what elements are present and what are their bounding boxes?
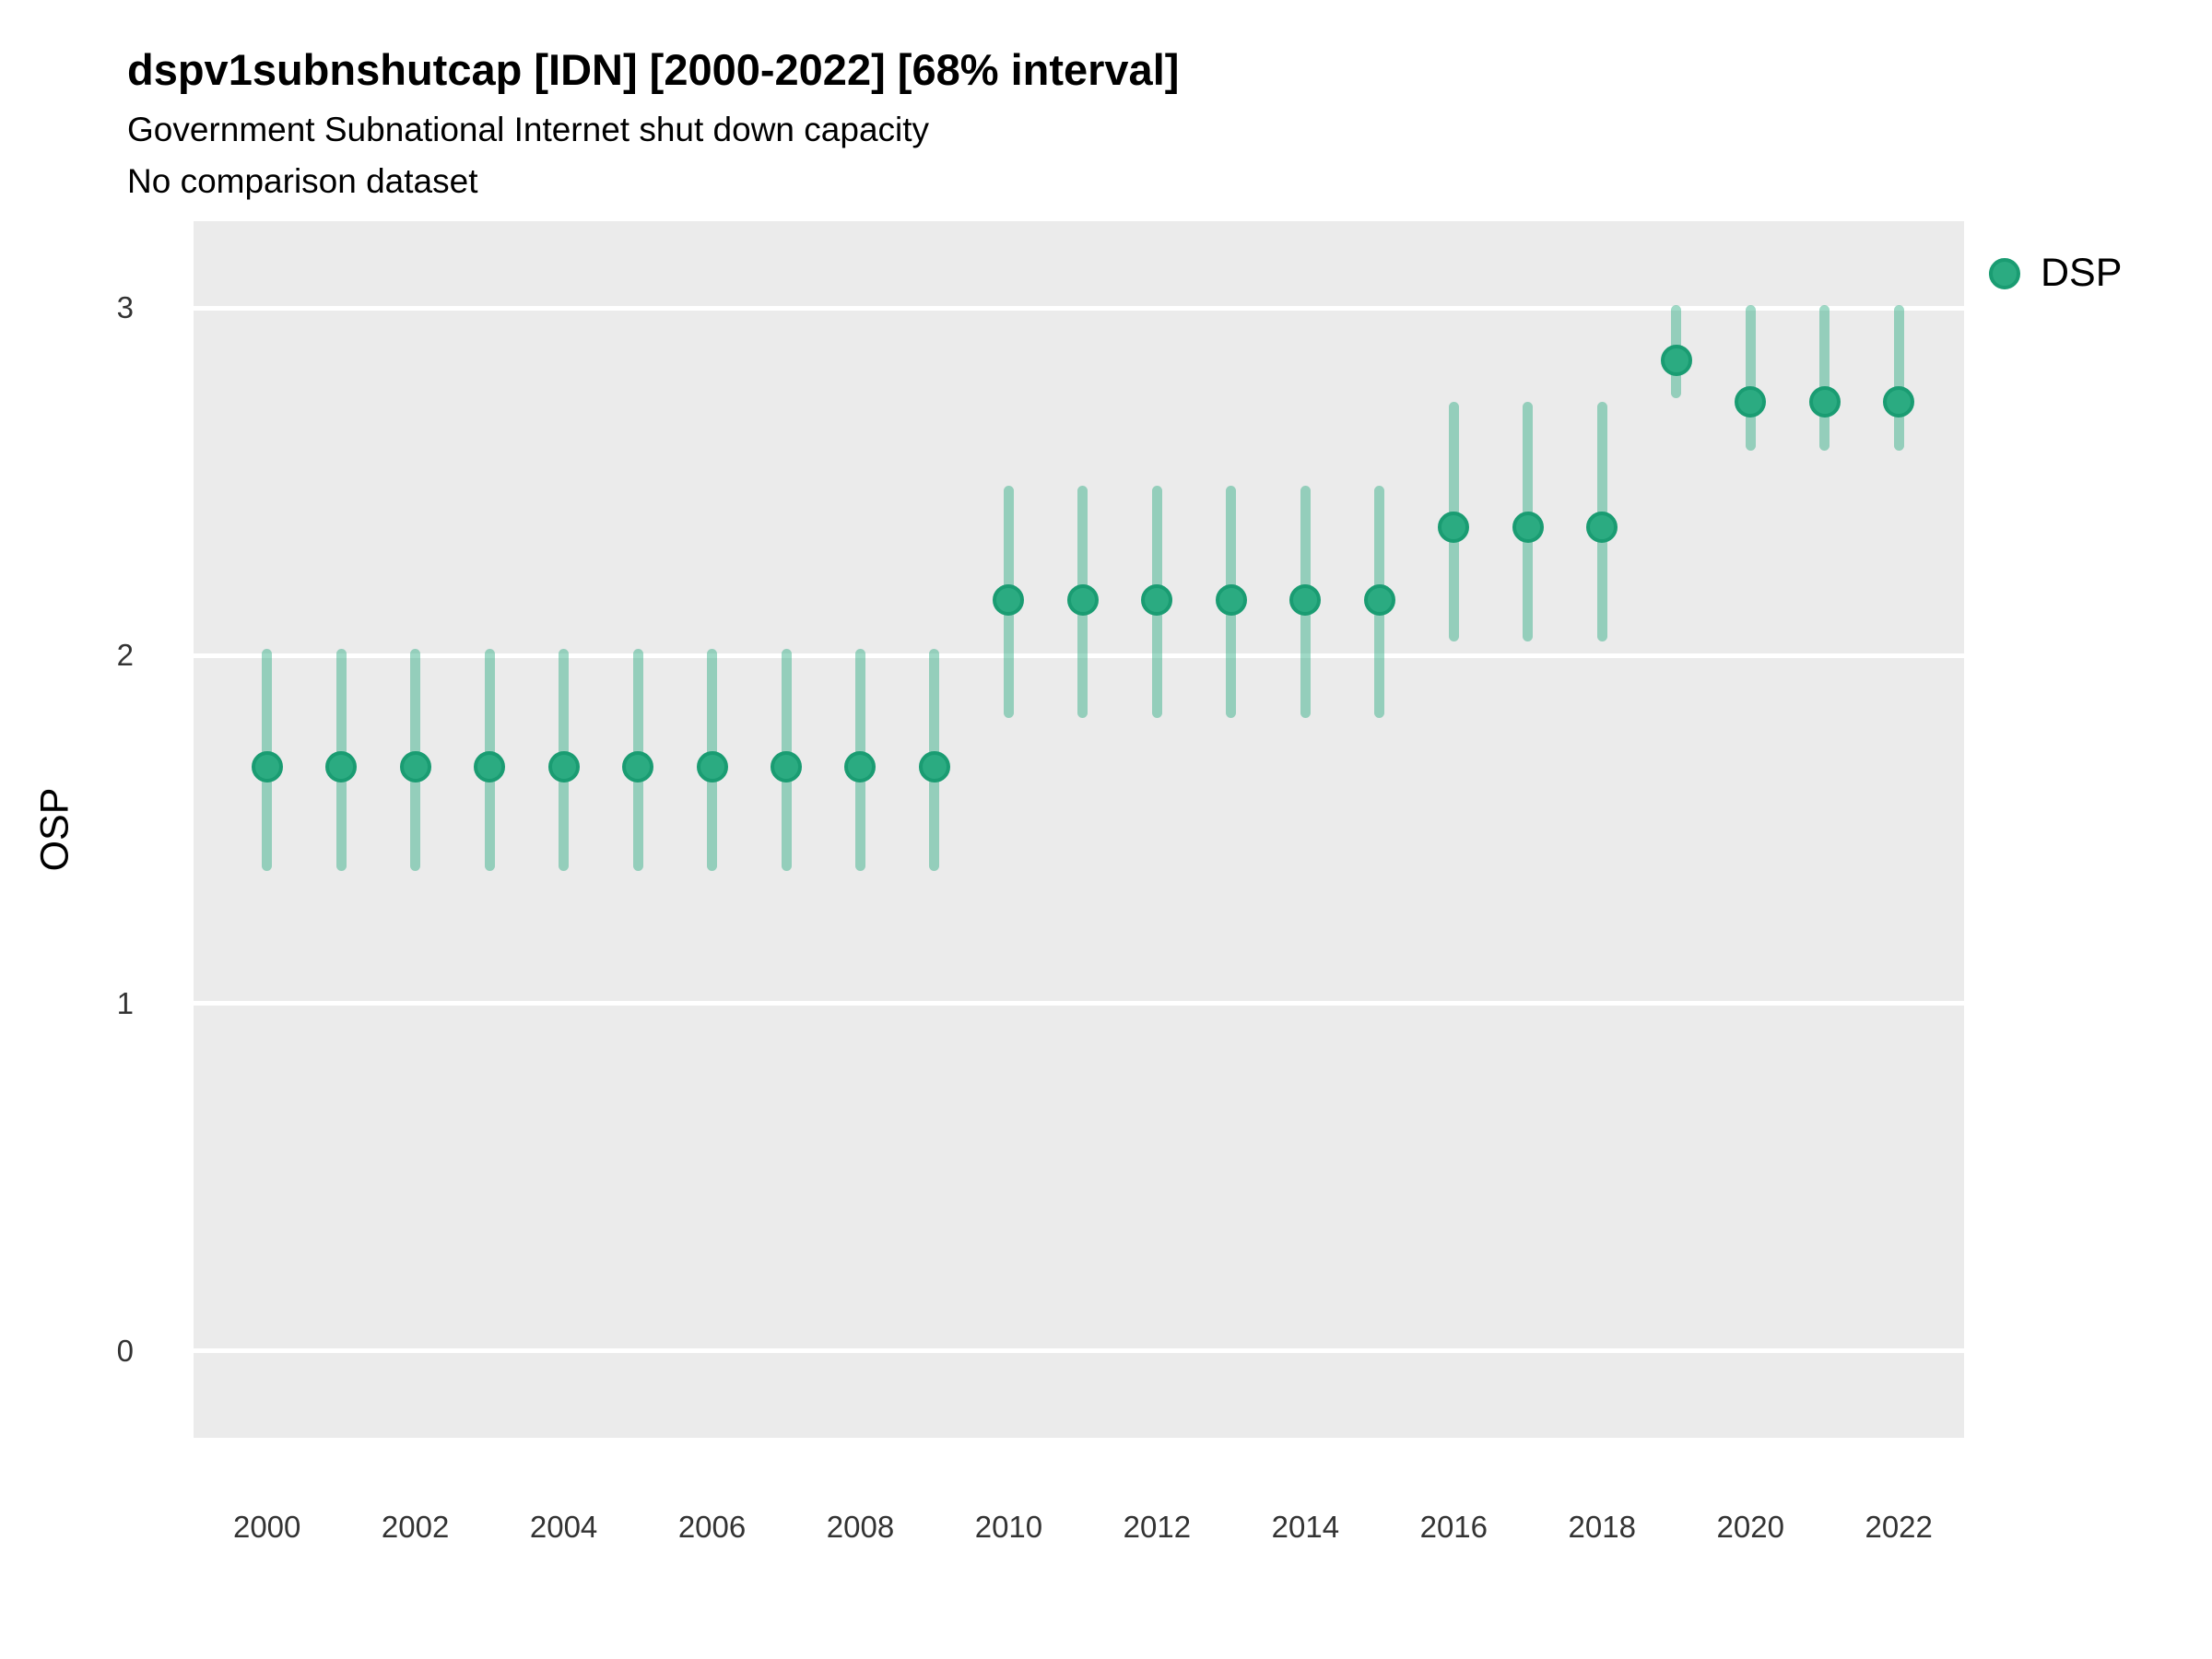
legend-point-swatch [1989, 257, 2020, 289]
x-tick-label-2016: 2016 [1419, 1510, 1488, 1544]
data-point-2018 [1586, 511, 1618, 543]
data-point-2010 [993, 584, 1025, 617]
legend-label: DSP [2041, 251, 2123, 295]
data-point-2012 [1141, 584, 1173, 617]
x-tick-label-2020: 2020 [1716, 1510, 1784, 1544]
y-axis-tick-labels: 0 1 2 3 [0, 221, 134, 1438]
chart-note: No comparison dataset [127, 162, 478, 200]
data-point-2007 [771, 751, 803, 783]
gridline-y-2 [194, 653, 1964, 658]
gridline-y-0 [194, 1348, 1964, 1354]
data-point-2017 [1512, 511, 1544, 543]
chart-subtitle: Government Subnational Internet shut dow… [127, 111, 930, 148]
gridline-y-3 [194, 305, 1964, 311]
data-point-2009 [918, 751, 950, 783]
x-tick-label-2000: 2000 [232, 1510, 301, 1544]
title-block: dspv1subnshutcap [IDN] [2000-2022] [68% … [127, 44, 1179, 201]
plot-panel [194, 221, 1964, 1438]
data-point-2004 [547, 751, 580, 783]
x-tick-label-2014: 2014 [1271, 1510, 1340, 1544]
data-point-2011 [1066, 584, 1099, 617]
chart-title: dspv1subnshutcap [IDN] [2000-2022] [68% … [127, 45, 1180, 94]
data-point-2005 [622, 751, 654, 783]
gridline-y-1 [194, 1001, 1964, 1006]
data-point-2019 [1660, 344, 1692, 376]
x-axis-tick-labels: 2000 2002 2004 2006 2008 2010 2012 2014 2016 2018… [194, 1510, 1964, 1556]
data-point-2021 [1808, 386, 1841, 418]
data-point-2013 [1215, 584, 1247, 617]
data-point-2020 [1735, 386, 1767, 418]
interval-bar-2021 [1819, 304, 1830, 451]
interval-bar-2020 [1745, 304, 1756, 451]
data-point-2006 [696, 751, 728, 783]
data-point-2016 [1438, 511, 1470, 543]
legend: DSP [1989, 251, 2122, 296]
x-tick-label-2012: 2012 [1123, 1510, 1192, 1544]
x-tick-label-2002: 2002 [381, 1510, 450, 1544]
y-tick-label-3: 3 [116, 290, 134, 325]
y-tick-label-0: 0 [116, 1333, 134, 1368]
y-tick-label-1: 1 [116, 985, 134, 1020]
x-tick-label-2008: 2008 [826, 1510, 895, 1544]
data-point-2002 [399, 751, 431, 783]
data-point-2003 [474, 751, 506, 783]
data-point-2000 [251, 751, 283, 783]
x-tick-label-2004: 2004 [529, 1510, 598, 1544]
data-point-2015 [1363, 584, 1395, 617]
data-point-2022 [1883, 386, 1915, 418]
y-tick-label-2: 2 [116, 638, 134, 673]
data-point-2008 [844, 751, 877, 783]
x-tick-label-2010: 2010 [974, 1510, 1043, 1544]
data-point-2014 [1289, 584, 1322, 617]
interval-bar-2022 [1893, 304, 1904, 451]
x-tick-label-2018: 2018 [1568, 1510, 1636, 1544]
data-point-2001 [325, 751, 358, 783]
x-tick-label-2022: 2022 [1865, 1510, 1933, 1544]
x-tick-label-2006: 2006 [677, 1510, 747, 1544]
